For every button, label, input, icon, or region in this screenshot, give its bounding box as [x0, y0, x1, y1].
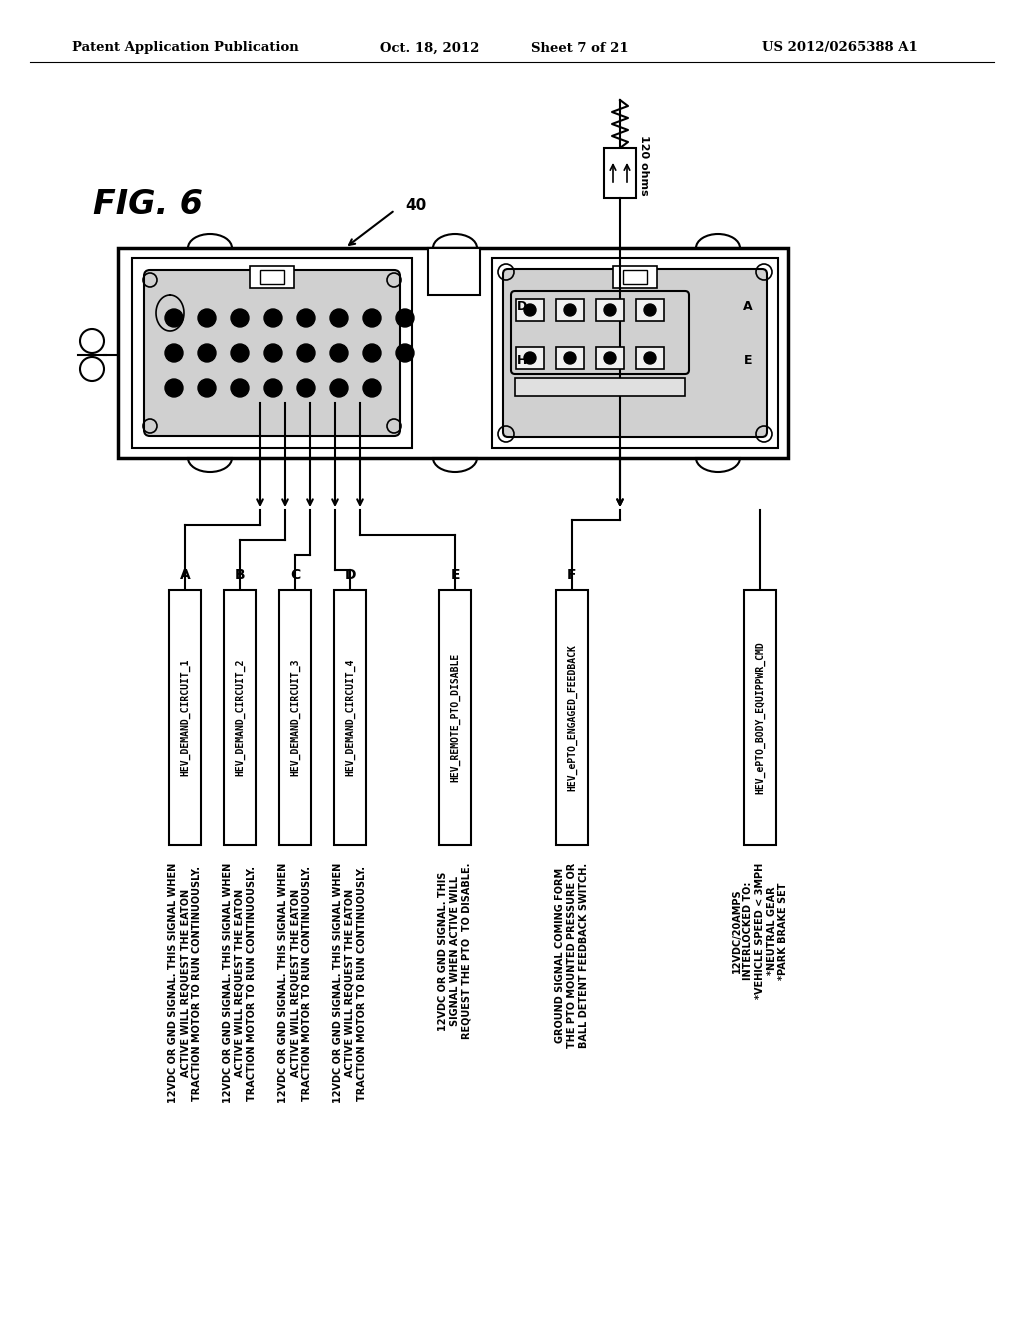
- Circle shape: [396, 345, 414, 362]
- Circle shape: [165, 345, 183, 362]
- Circle shape: [362, 345, 381, 362]
- Bar: [492, 257, 778, 447]
- Text: B: B: [234, 568, 246, 582]
- Text: FIG. 6: FIG. 6: [93, 189, 203, 222]
- Text: HEV_ePTO_ENGAGED_FEEDBACK: HEV_ePTO_ENGAGED_FEEDBACK: [567, 644, 578, 791]
- Text: E: E: [451, 568, 460, 582]
- FancyBboxPatch shape: [503, 269, 767, 437]
- Bar: [636, 300, 664, 321]
- Circle shape: [264, 309, 282, 327]
- Circle shape: [297, 345, 315, 362]
- Text: HEV_ePTO_BODY_EQUIPPWR_CMD: HEV_ePTO_BODY_EQUIPPWR_CMD: [755, 642, 765, 793]
- Bar: [636, 347, 664, 370]
- Circle shape: [297, 309, 315, 327]
- Bar: [556, 590, 588, 845]
- Text: HEV_DEMAND_CIRCUIT_4: HEV_DEMAND_CIRCUIT_4: [345, 659, 355, 776]
- Bar: [224, 590, 256, 845]
- Circle shape: [524, 352, 536, 364]
- Circle shape: [231, 379, 249, 397]
- Bar: [169, 590, 201, 845]
- Bar: [428, 248, 480, 294]
- Text: A: A: [179, 568, 190, 582]
- Bar: [260, 271, 284, 284]
- Circle shape: [330, 309, 348, 327]
- Text: 120 ohms: 120 ohms: [639, 135, 649, 195]
- Bar: [744, 590, 776, 845]
- Circle shape: [330, 379, 348, 397]
- Bar: [556, 347, 584, 370]
- Circle shape: [362, 309, 381, 327]
- Circle shape: [524, 304, 536, 315]
- Text: 12VDC OR GND SIGNAL. THIS SIGNAL WHEN
ACTIVE WILL REQUEST THE EATON
TRACTION MOT: 12VDC OR GND SIGNAL. THIS SIGNAL WHEN AC…: [279, 863, 311, 1104]
- Text: HEV_REMOTE_PTO_DISABLE: HEV_REMOTE_PTO_DISABLE: [450, 653, 460, 783]
- Text: A: A: [743, 301, 753, 314]
- Bar: [516, 347, 544, 370]
- Text: 12VDC/20AMPS
INTERLOCKED TO:
*VEHICLE SPEED < 3MPH
*NEUTRAL GEAR
*PARK BRAKE SET: 12VDC/20AMPS INTERLOCKED TO: *VEHICLE SP…: [732, 863, 788, 999]
- Text: E: E: [743, 354, 753, 367]
- Text: Sheet 7 of 21: Sheet 7 of 21: [531, 41, 629, 54]
- Bar: [334, 590, 366, 845]
- Bar: [623, 271, 647, 284]
- Text: 12VDC OR GND SIGNAL. THIS SIGNAL WHEN
ACTIVE WILL REQUEST THE EATON
TRACTION MOT: 12VDC OR GND SIGNAL. THIS SIGNAL WHEN AC…: [168, 863, 202, 1104]
- Text: HEV_DEMAND_CIRCUIT_3: HEV_DEMAND_CIRCUIT_3: [290, 659, 300, 776]
- Text: GROUND SIGNAL COMING FORM
THE PTO MOUNTED PRESSURE OR
BALL DETENT FEEDBACK SWITC: GROUND SIGNAL COMING FORM THE PTO MOUNTE…: [555, 863, 589, 1048]
- Circle shape: [231, 345, 249, 362]
- Text: Patent Application Publication: Patent Application Publication: [72, 41, 298, 54]
- FancyBboxPatch shape: [144, 271, 400, 436]
- Text: F: F: [567, 568, 577, 582]
- Circle shape: [264, 345, 282, 362]
- Circle shape: [198, 345, 216, 362]
- Circle shape: [330, 345, 348, 362]
- Circle shape: [604, 352, 616, 364]
- Bar: [613, 267, 657, 288]
- Bar: [596, 300, 624, 321]
- Circle shape: [644, 352, 656, 364]
- Circle shape: [297, 379, 315, 397]
- Bar: [279, 590, 311, 845]
- Text: C: C: [290, 568, 300, 582]
- Circle shape: [231, 309, 249, 327]
- Bar: [118, 248, 788, 458]
- Circle shape: [396, 309, 414, 327]
- Circle shape: [564, 352, 575, 364]
- Text: 40: 40: [406, 198, 426, 213]
- Circle shape: [564, 304, 575, 315]
- Circle shape: [604, 304, 616, 315]
- Text: US 2012/0265388 A1: US 2012/0265388 A1: [762, 41, 918, 54]
- Bar: [439, 590, 471, 845]
- Circle shape: [264, 379, 282, 397]
- Bar: [596, 347, 624, 370]
- Text: D: D: [517, 301, 527, 314]
- Text: HEV_DEMAND_CIRCUIT_1: HEV_DEMAND_CIRCUIT_1: [180, 659, 190, 776]
- Circle shape: [362, 379, 381, 397]
- Bar: [515, 378, 685, 396]
- Circle shape: [198, 379, 216, 397]
- Bar: [604, 148, 636, 198]
- Bar: [556, 300, 584, 321]
- Text: 12VDC OR GND SIGNAL. THIS SIGNAL WHEN
ACTIVE WILL REQUEST THE EATON
TRACTION MOT: 12VDC OR GND SIGNAL. THIS SIGNAL WHEN AC…: [223, 863, 257, 1104]
- Text: H: H: [517, 354, 527, 367]
- Circle shape: [165, 309, 183, 327]
- Bar: [132, 257, 412, 447]
- Bar: [250, 267, 294, 288]
- Text: Oct. 18, 2012: Oct. 18, 2012: [380, 41, 479, 54]
- Text: 12VDC OR GND SIGNAL. THIS
SIGNAL WHEN ACTIVE WILL
REQUEST THE PTO  TO DISABLE.: 12VDC OR GND SIGNAL. THIS SIGNAL WHEN AC…: [438, 863, 472, 1039]
- Text: HEV_DEMAND_CIRCUIT_2: HEV_DEMAND_CIRCUIT_2: [234, 659, 245, 776]
- Circle shape: [644, 304, 656, 315]
- Text: 12VDC OR GND SIGNAL. THIS SIGNAL WHEN
ACTIVE WILL REQUEST THE EATON
TRACTION MOT: 12VDC OR GND SIGNAL. THIS SIGNAL WHEN AC…: [334, 863, 367, 1104]
- Circle shape: [198, 309, 216, 327]
- Circle shape: [165, 379, 183, 397]
- Bar: [516, 300, 544, 321]
- Text: D: D: [344, 568, 355, 582]
